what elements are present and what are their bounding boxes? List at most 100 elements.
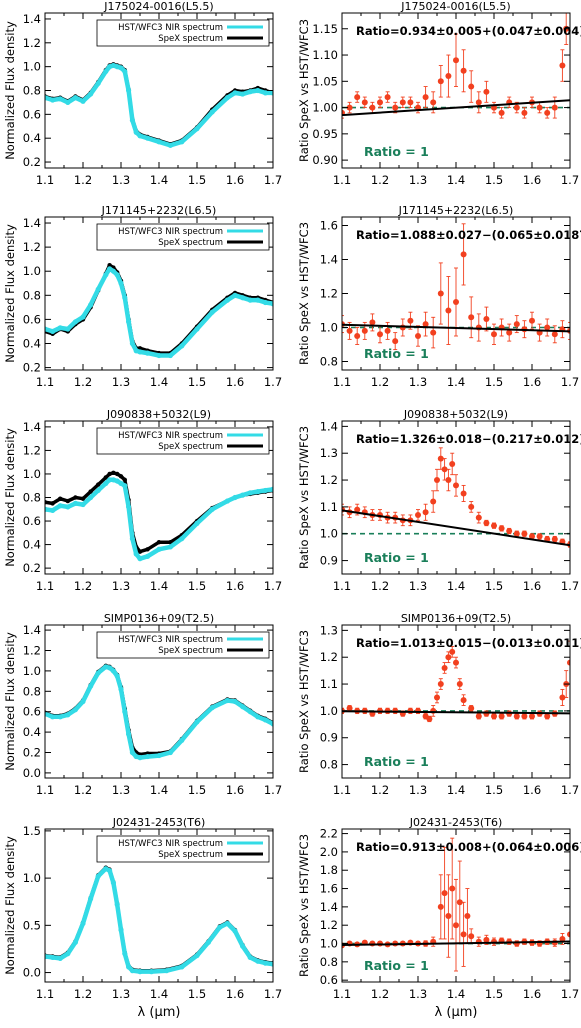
- ratio-point: [354, 506, 361, 513]
- ratio-point: [559, 62, 566, 69]
- hst-point: [57, 714, 63, 720]
- ratio-point: [544, 109, 551, 116]
- y-tick-label: 0.9: [320, 554, 338, 568]
- ratio-point: [422, 321, 429, 328]
- ratio-point: [415, 333, 421, 339]
- hst-point: [194, 126, 200, 132]
- hst-point: [156, 546, 162, 552]
- hst-point: [103, 68, 109, 75]
- x-tick-label: 1.2: [371, 987, 389, 1001]
- hst-point: [50, 507, 56, 514]
- y-tick-label: 1.6: [320, 882, 338, 896]
- hst-point: [270, 486, 273, 492]
- hst-point: [118, 280, 124, 286]
- ratio-point: [506, 528, 513, 535]
- hst-point: [262, 90, 268, 96]
- panel-title: J175024-0016(L5.5): [103, 0, 213, 13]
- hst-point: [156, 752, 162, 759]
- hst-point: [179, 139, 185, 145]
- hst-point: [122, 68, 128, 75]
- hst-point: [50, 954, 56, 961]
- ratio-point: [464, 913, 471, 920]
- hst-point: [129, 117, 135, 123]
- ratio-point: [536, 533, 543, 540]
- ratio-point: [422, 509, 429, 516]
- hst-point: [247, 89, 253, 95]
- hst-point: [247, 954, 253, 961]
- hst-point: [65, 326, 71, 332]
- ratio-point: [453, 659, 459, 666]
- hst-point: [110, 880, 116, 886]
- hst-point: [95, 286, 101, 292]
- hst-point: [72, 500, 78, 506]
- hst-point: [240, 492, 246, 498]
- ratio-point: [483, 88, 490, 95]
- hst-spectrum-line: [45, 866, 273, 974]
- hst-point: [262, 717, 268, 723]
- x-tick-label: 1.4: [150, 783, 168, 797]
- hst-point: [80, 501, 86, 508]
- x-axis-label: λ (μm): [435, 1005, 478, 1020]
- x-tick-label: 1.6: [523, 987, 541, 1001]
- hst-point: [65, 504, 71, 510]
- ratio-point: [361, 99, 368, 106]
- y-tick-label: 1.0: [320, 704, 338, 718]
- y-tick-label: 2.0: [320, 845, 338, 859]
- hst-point: [57, 325, 63, 331]
- hst-point: [103, 272, 109, 278]
- hst-point: [148, 969, 154, 975]
- ratio-point: [437, 903, 444, 910]
- x-tick-label: 1.7: [561, 783, 579, 797]
- y-tick-label: 0.6: [320, 973, 338, 987]
- ratio-point: [437, 78, 444, 85]
- hst-point: [270, 90, 273, 96]
- ratio-point: [407, 99, 414, 106]
- ratio-point: [449, 648, 456, 655]
- hst-point: [88, 91, 94, 97]
- hst-point: [167, 352, 173, 359]
- hst-point: [95, 487, 101, 494]
- x-tick-label: 1.6: [523, 579, 541, 593]
- y-axis-label: Normalized Flux density: [3, 224, 17, 363]
- ratio-point: [468, 83, 475, 90]
- hst-point: [270, 721, 273, 727]
- y-tick-label: 1.2: [320, 473, 338, 487]
- fit-line: [342, 940, 570, 947]
- hst-point: [57, 955, 63, 961]
- ratio-point: [491, 522, 497, 529]
- hst-point: [255, 297, 261, 303]
- ratio-point: [498, 713, 505, 720]
- x-tick-label: 1.4: [150, 375, 168, 389]
- x-tick-label: 1.3: [409, 375, 427, 389]
- hst-point: [232, 698, 238, 705]
- x-tick-label: 1.1: [36, 375, 54, 389]
- legend-label-spex: SpeX spectrum: [158, 850, 223, 860]
- spex-point: [145, 547, 150, 552]
- ratio-point: [449, 460, 456, 467]
- x-tick-label: 1.4: [150, 579, 168, 593]
- hst-point: [137, 133, 143, 139]
- y-tick-label: 1.4: [23, 420, 41, 434]
- x-tick-label: 1.2: [371, 783, 389, 797]
- y-tick-label: 1.4: [320, 253, 338, 267]
- x-tick-label: 1.5: [188, 987, 206, 1001]
- legend-label-hst: HST/WFC3 NIR spectrum: [118, 227, 223, 237]
- ratio-point: [361, 327, 368, 334]
- x-tick-label: 1.4: [447, 783, 465, 797]
- hst-point: [65, 951, 71, 957]
- fit-line: [342, 710, 570, 715]
- hst-point: [270, 961, 273, 967]
- hst-point: [107, 477, 113, 483]
- x-tick-label: 1.5: [485, 783, 503, 797]
- plot-area: [342, 447, 570, 548]
- y-tick-label: 2.2: [320, 827, 338, 841]
- hst-point: [114, 673, 120, 679]
- x-tick-label: 1.1: [36, 173, 54, 187]
- y-tick-label: 1.2: [23, 644, 41, 658]
- y-tick-label: 1.3: [320, 623, 338, 637]
- ratio-point: [354, 94, 361, 101]
- spex-point: [115, 471, 120, 477]
- y-tick-label: 1.2: [320, 650, 338, 664]
- ratio-point: [491, 713, 497, 720]
